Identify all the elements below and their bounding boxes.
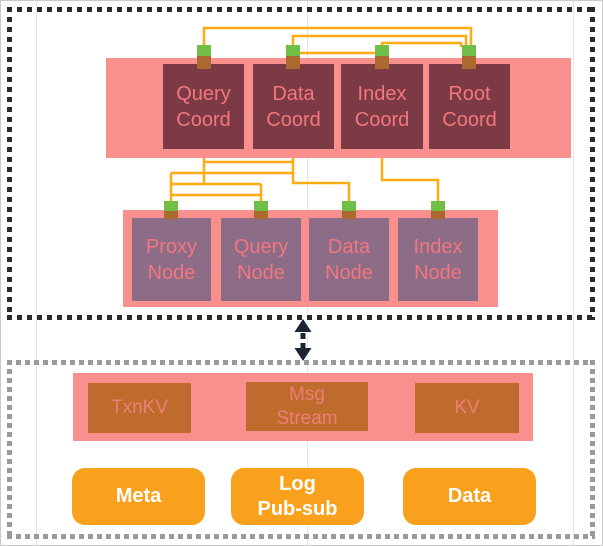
log-pubsub-store-label: Log Pub-sub [257, 472, 338, 520]
root-coord-label: Root Coord [442, 82, 497, 131]
meta-store-box: Meta [72, 468, 205, 525]
wire-index-coord-to-root-coord [380, 41, 463, 47]
data-node-box: Data Node [309, 218, 389, 301]
root-coord-box: Root Coord [429, 64, 510, 149]
index-node-label: Index Node [413, 235, 463, 284]
root-coord-port-stem [462, 56, 476, 69]
wire-index-coord-to-index-node [380, 158, 440, 202]
query-coord-label: Query Coord [176, 82, 231, 131]
index-coord-label: Index Coord [354, 82, 410, 131]
slide-guide-line [36, 1, 37, 545]
root-coord-port-icon [462, 45, 476, 56]
log-pubsub-store-box: Log Pub-sub [231, 468, 364, 525]
data-coord-port-icon [286, 45, 300, 56]
data-node-port-stem [342, 211, 356, 219]
wire-data-coord-to-data-node [291, 158, 351, 202]
query-coord-port-icon [197, 45, 211, 56]
txnkv-label: TxnKV [110, 397, 169, 418]
query-node-port-icon [254, 201, 268, 211]
data-coord-box: Data Coord [253, 64, 334, 149]
index-coord-port-icon [375, 45, 389, 56]
query-node-label: Query Node [233, 235, 289, 284]
kv-box: KV [415, 383, 519, 433]
query-node-box: Query Node [221, 218, 301, 301]
proxy-node-label: Proxy Node [145, 235, 198, 284]
index-node-port-icon [431, 201, 445, 211]
index-node-port-stem [431, 211, 445, 219]
msg-stream-label: Msg Stream [276, 383, 338, 429]
data-store-label: Data [447, 485, 492, 507]
index-coord-port-stem [375, 56, 389, 69]
data-coord-port-stem [286, 56, 300, 69]
wire-query-coord-to-root-coord [202, 26, 473, 46]
data-coord-label: Data Coord [266, 82, 321, 131]
index-node-box: Index Node [398, 218, 478, 301]
data-node-label: Data Node [325, 235, 373, 284]
proxy-node-port-icon [164, 201, 178, 211]
slide-guide-line [573, 1, 574, 545]
txnkv-box: TxnKV [88, 383, 191, 433]
query-coord-box: Query Coord [163, 64, 244, 149]
index-coord-box: Index Coord [341, 64, 423, 149]
meta-store-label: Meta [115, 485, 162, 507]
data-node-port-icon [342, 201, 356, 211]
query-node-port-stem [254, 211, 268, 219]
msg-stream-box: Msg Stream [246, 382, 368, 431]
query-coord-port-stem [197, 56, 211, 69]
kv-label: KV [454, 397, 480, 418]
proxy-node-port-stem [164, 211, 178, 219]
proxy-node-box: Proxy Node [132, 218, 211, 301]
data-store-box: Data [403, 468, 536, 525]
